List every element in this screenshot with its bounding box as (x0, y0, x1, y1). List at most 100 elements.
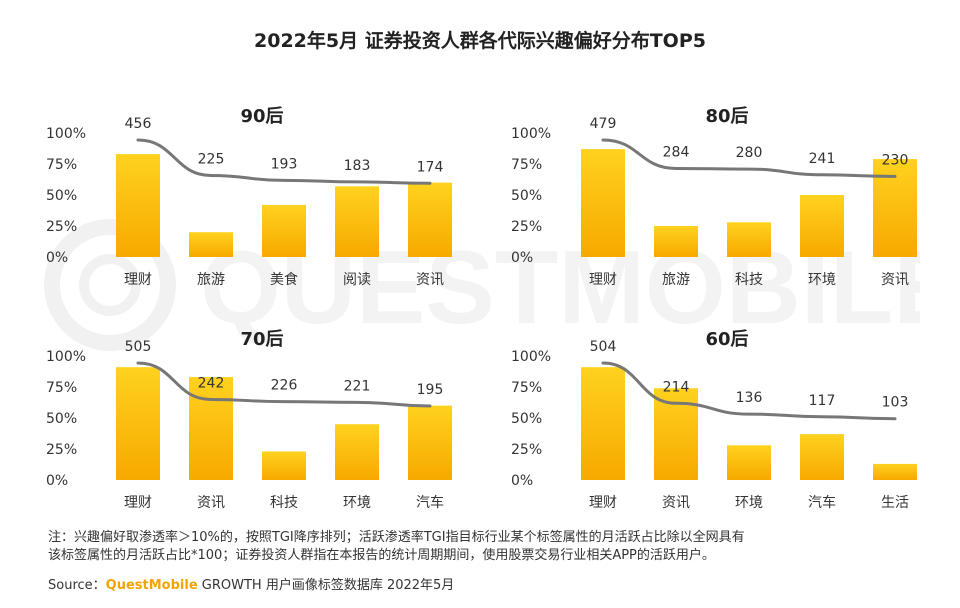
chart-svg-80: 80后 100% 75% 50% 25% 0% 理财 旅游 科技 环境 资讯 479 284 280 241… (511, 106, 917, 288)
line-value-label: 214 (663, 379, 690, 395)
category-label: 资讯 (197, 495, 225, 511)
panel-title: 60后 (705, 329, 748, 350)
source-line: Source：QuestMobile GROWTH 用户画像标签数据库 2022… (48, 574, 454, 593)
y-tick-label: 75% (46, 157, 77, 173)
bar (189, 232, 233, 257)
bar (116, 367, 160, 480)
trend-line (601, 361, 897, 421)
footnote-line-1: 注：兴趣偏好取渗透率＞10%的，按照TGI降序排列；活跃渗透率TGI指目标行业某… (48, 530, 745, 545)
line-value-label: 221 (344, 378, 371, 394)
y-tick-label: 100% (511, 349, 551, 365)
category-label: 生活 (881, 495, 909, 511)
y-tick-label: 100% (511, 126, 551, 142)
chart-panel-80: 80后 100% 75% 50% 25% 0% 理财 旅游 科技 环境 资讯 479 284 280 241… (505, 100, 935, 300)
bar (727, 445, 771, 480)
category-label: 旅游 (662, 272, 690, 288)
category-label: 理财 (124, 272, 152, 288)
bar (800, 434, 844, 480)
category-label: 理财 (124, 495, 152, 511)
footnote-line-2: 该标签属性的月活跃占比*100；证券投资人群指在本报告的统计周期期间，使用股票交… (48, 548, 715, 563)
bar (262, 451, 306, 480)
footnote: 注：兴趣偏好取渗透率＞10%的，按照TGI降序排列；活跃渗透率TGI指目标行业某… (48, 529, 918, 565)
line-value-label: 230 (882, 152, 909, 168)
y-tick-label: 0% (46, 250, 68, 266)
category-label: 汽车 (808, 494, 836, 511)
bar (262, 204, 306, 257)
line-value-label: 241 (809, 151, 836, 167)
line-value-label: 504 (590, 339, 617, 355)
bar (408, 182, 452, 257)
trend-line (136, 361, 432, 408)
bar (335, 424, 379, 480)
category-label: 环境 (808, 272, 836, 288)
y-tick-label: 100% (46, 349, 86, 365)
page-title: 2022年5月 证券投资人群各代际兴趣偏好分布TOP5 (254, 30, 706, 52)
line-value-label: 226 (271, 378, 298, 394)
y-tick-label: 100% (46, 126, 86, 142)
y-tick-label: 75% (511, 380, 542, 396)
category-label: 科技 (270, 495, 298, 511)
line-value-label: 183 (344, 158, 371, 174)
line-value-label: 225 (198, 151, 225, 167)
category-label: 理财 (589, 495, 617, 511)
bar (873, 463, 917, 480)
line-value-label: 195 (417, 382, 444, 398)
bar (581, 367, 625, 480)
bar (727, 222, 771, 257)
category-label: 理财 (589, 272, 617, 288)
trend-line (601, 138, 897, 178)
category-label: 阅读 (343, 271, 371, 288)
bar (189, 377, 233, 480)
line-value-label: 174 (417, 159, 444, 175)
chart-panel-60: 60后 100% 75% 50% 25% 0% 理财 资讯 环境 汽车 生活 504 214 136 117… (505, 323, 935, 523)
category-label: 旅游 (197, 272, 225, 288)
y-tick-label: 25% (46, 219, 77, 235)
y-tick-label: 25% (46, 442, 77, 458)
category-label: 资讯 (881, 272, 909, 288)
source-suffix: GROWTH 用户画像标签数据库 2022年5月 (197, 578, 455, 593)
y-tick-label: 0% (511, 473, 533, 489)
panel-title: 90后 (240, 106, 283, 127)
line-value-label: 456 (125, 116, 152, 132)
trend-line (136, 138, 432, 185)
line-value-label: 284 (663, 144, 690, 160)
y-tick-label: 0% (46, 473, 68, 489)
y-tick-label: 50% (511, 188, 542, 204)
chart-svg-60: 60后 100% 75% 50% 25% 0% 理财 资讯 环境 汽车 生活 504 214 136 117… (511, 329, 917, 511)
y-tick-label: 75% (46, 380, 77, 396)
line-value-label: 479 (590, 116, 617, 132)
category-label: 环境 (343, 495, 371, 511)
line-value-label: 242 (198, 375, 225, 391)
y-tick-label: 50% (511, 411, 542, 427)
bar (335, 186, 379, 257)
y-tick-label: 75% (511, 157, 542, 173)
chart-svg-90: 90后 100% 75% 50% 25% 0% 理财 旅游 美食 阅读 资讯 456 225 193 183… (46, 106, 452, 288)
line-value-label: 136 (736, 390, 763, 406)
line-value-label: 193 (271, 156, 298, 172)
category-label: 科技 (735, 272, 763, 288)
chart-panel-90: 90后 100% 75% 50% 25% 0% 理财 旅游 美食 阅读 资讯 456 225 193 183… (40, 100, 470, 300)
y-tick-label: 25% (511, 219, 542, 235)
chart-svg-70: 70后 100% 75% 50% 25% 0% 理财 资讯 科技 环境 汽车 505 242 226 221… (46, 329, 452, 511)
panel-title: 80后 (705, 106, 748, 127)
line-value-label: 103 (882, 395, 909, 411)
source-prefix: Source： (48, 578, 106, 593)
bar (116, 154, 160, 257)
line-value-label: 280 (736, 145, 763, 161)
line-value-label: 117 (809, 393, 836, 409)
category-label: 资讯 (662, 495, 690, 511)
source-brand: QuestMobile (105, 578, 198, 593)
category-label: 美食 (270, 271, 298, 288)
panel-title: 70后 (240, 329, 283, 350)
bar (873, 159, 917, 257)
category-label: 资讯 (416, 272, 444, 288)
y-tick-label: 0% (511, 250, 533, 266)
category-label: 环境 (735, 495, 763, 511)
y-tick-label: 50% (46, 411, 77, 427)
category-label: 汽车 (416, 494, 444, 511)
bar (654, 226, 698, 257)
bar (800, 195, 844, 257)
chart-panel-70: 70后 100% 75% 50% 25% 0% 理财 资讯 科技 环境 汽车 505 242 226 221… (40, 323, 470, 523)
y-tick-label: 25% (511, 442, 542, 458)
bar (581, 149, 625, 257)
